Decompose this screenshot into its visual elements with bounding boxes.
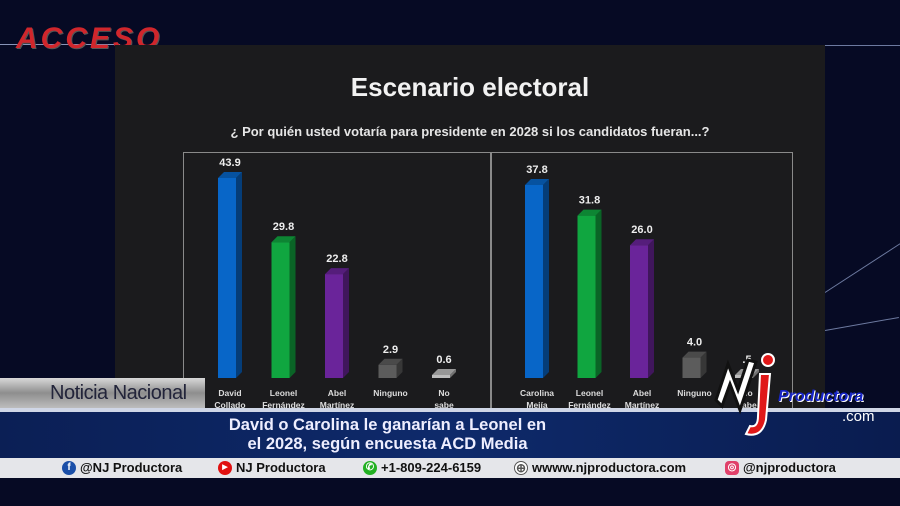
- category-label: Fernández: [568, 400, 611, 410]
- bar: [682, 357, 701, 378]
- bar-top: [432, 369, 456, 375]
- category-label: sabe: [737, 400, 757, 410]
- bar-side: [343, 268, 349, 378]
- category-label: sabe: [434, 400, 454, 410]
- category-label: Fernández: [262, 400, 305, 410]
- bar-side: [700, 351, 707, 378]
- bar-top: [630, 239, 654, 246]
- category-label: Leonel: [576, 388, 603, 398]
- category-label: Abel: [633, 388, 651, 398]
- bar-side: [236, 172, 242, 378]
- social-ticker: f @NJ Productora ▶ NJ Productora ✆ +1-809-2…: [0, 458, 900, 478]
- ticker-facebook[interactable]: f @NJ Productora: [62, 460, 182, 475]
- bar: [525, 185, 543, 378]
- category-label: Carolina: [520, 388, 554, 398]
- bar: [378, 364, 397, 378]
- data-label: 4.0: [687, 337, 702, 349]
- ticker-website[interactable]: ⊕ wwww.njproductora.com: [514, 460, 686, 475]
- chart-panel-left: [183, 152, 491, 410]
- category-label: Collado: [214, 400, 245, 410]
- nj-productora-logo: [714, 353, 775, 436]
- globe-icon: ⊕: [514, 460, 528, 475]
- bar-side: [648, 239, 654, 378]
- data-label: 43.9: [219, 157, 240, 169]
- category-label: Martínez: [625, 400, 659, 410]
- brand-name: Productora: [778, 388, 864, 405]
- category-label: Leonel: [270, 388, 297, 398]
- bar: [325, 274, 343, 378]
- ticker-whatsapp[interactable]: ✆ +1-809-224-6159: [363, 460, 481, 475]
- headline-line-1: David o Carolina le ganarían a Leonel en: [228, 416, 547, 434]
- bar: [630, 245, 648, 378]
- bar-side: [450, 369, 456, 378]
- category-label: Ninguno: [373, 388, 407, 398]
- bar-side: [595, 209, 602, 378]
- chart-panel-right: [491, 152, 793, 410]
- category-label: No: [438, 388, 449, 398]
- category-label: Abel: [328, 388, 346, 398]
- instagram-icon: ◎: [725, 460, 739, 475]
- data-label: 29.8: [273, 221, 294, 233]
- bar-top: [378, 358, 403, 365]
- section-label: Noticia Nacional: [0, 378, 205, 408]
- ticker-text: +1-809-224-6159: [381, 460, 482, 475]
- bar-top: [577, 209, 602, 216]
- ticker-text: NJ Productora: [236, 460, 326, 475]
- bar-top: [271, 236, 296, 243]
- divider: [0, 408, 900, 411]
- category-label: Martínez: [320, 400, 354, 410]
- bar-side: [396, 358, 403, 378]
- data-label: 26.0: [631, 224, 652, 236]
- ticker-text: @njproductora: [743, 460, 836, 475]
- youtube-icon: ▶: [218, 460, 232, 475]
- ticker-instagram[interactable]: ◎ @njproductora: [725, 460, 836, 475]
- chart-subtitle: ¿ Por quién usted votaría para president…: [230, 124, 710, 139]
- bar-top: [682, 351, 707, 358]
- category-label: Mejía: [526, 400, 548, 410]
- bar-side: [543, 179, 549, 378]
- ticker-youtube[interactable]: ▶ NJ Productora: [218, 460, 326, 475]
- data-label: 22.8: [326, 253, 347, 265]
- background-line: [825, 45, 900, 46]
- facebook-icon: f: [62, 460, 76, 475]
- bar: [271, 242, 290, 378]
- whatsapp-icon: ✆: [363, 460, 377, 475]
- headline-line-2: el 2028, según encuesta ACD Media: [247, 435, 528, 453]
- ticker-text: @NJ Productora: [80, 460, 183, 475]
- bar-top: [525, 179, 549, 185]
- bar: [218, 178, 236, 378]
- bar: [577, 215, 596, 378]
- bar-top: [325, 268, 349, 275]
- bar: [432, 375, 450, 378]
- data-label: 31.8: [579, 195, 600, 207]
- category-label: Ninguno: [677, 388, 711, 398]
- brand-tld: .com: [842, 408, 875, 425]
- bar-side: [289, 236, 296, 378]
- category-label: David: [218, 388, 241, 398]
- bar-side: [753, 369, 759, 378]
- data-label: 2.9: [383, 344, 398, 356]
- data-label: 0.6: [436, 354, 451, 366]
- background-line: [0, 44, 120, 45]
- bar-top: [218, 172, 242, 178]
- data-label: 37.8: [526, 164, 547, 176]
- ticker-text: wwww.njproductora.com: [532, 460, 687, 475]
- chart-title: Escenario electoral: [350, 72, 590, 102]
